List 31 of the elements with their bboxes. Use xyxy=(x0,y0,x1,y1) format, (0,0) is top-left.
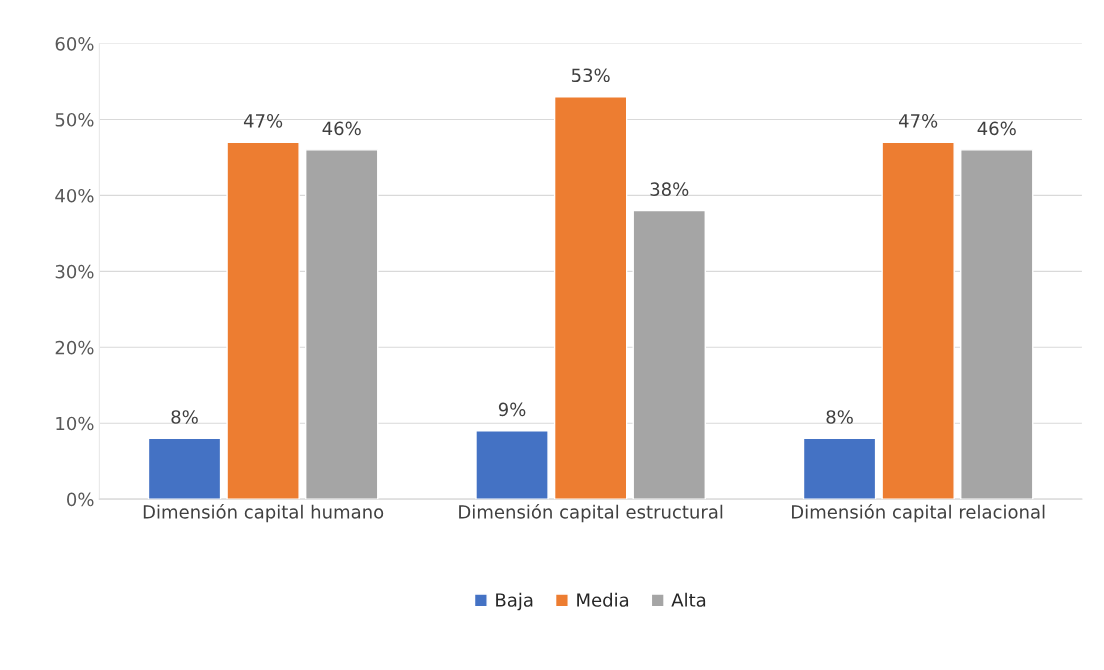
y-tick-label: 20% xyxy=(55,340,94,355)
bar xyxy=(553,96,628,500)
x-tick-label: Dimensión capital relacional xyxy=(792,504,1045,523)
data-label: 38% xyxy=(650,182,689,196)
bar xyxy=(305,149,379,500)
data-label: 47% xyxy=(898,114,938,128)
bar xyxy=(226,141,300,500)
data-label: 46% xyxy=(322,121,361,136)
bar xyxy=(475,430,549,500)
data-label: 9% xyxy=(498,402,526,417)
data-label: 8% xyxy=(826,410,853,424)
legend-label: Baja xyxy=(496,592,533,611)
bar xyxy=(632,209,706,500)
bar xyxy=(147,437,222,500)
data-label: 47% xyxy=(243,114,283,128)
y-tick-label: 60% xyxy=(55,37,94,51)
data-label: 46% xyxy=(977,121,1016,136)
legend-label: Alta xyxy=(671,592,706,607)
y-tick-label: 0% xyxy=(67,492,94,507)
bar xyxy=(802,437,877,500)
legend-label: Media xyxy=(577,592,629,607)
bar xyxy=(960,149,1034,500)
x-tick-label: Dimensión capital humano xyxy=(143,504,384,523)
data-label: 8% xyxy=(171,410,198,424)
data-label: 53% xyxy=(571,68,610,83)
x-tick-label: Dimensión capital estructural xyxy=(459,504,723,523)
y-tick-label: 10% xyxy=(56,416,94,431)
bar xyxy=(881,141,955,500)
y-tick-label: 30% xyxy=(55,264,94,279)
y-tick-label: 50% xyxy=(55,112,94,127)
y-tick-label: 40% xyxy=(55,188,94,203)
